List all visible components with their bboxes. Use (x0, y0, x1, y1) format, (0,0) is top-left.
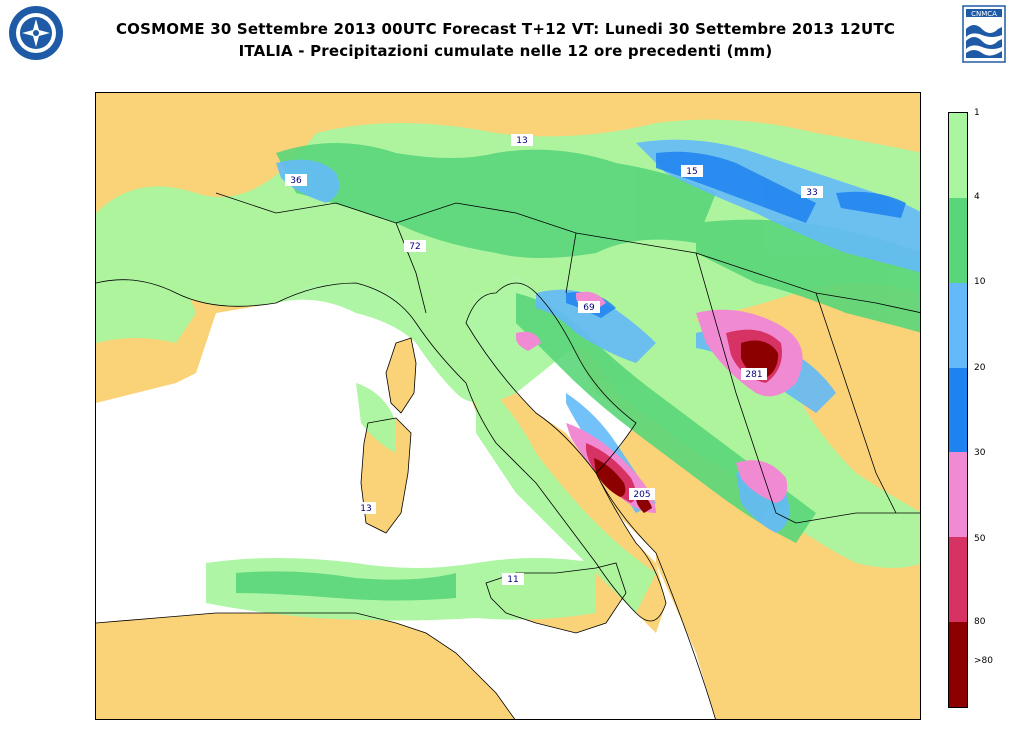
legend-swatch-50-80 (949, 537, 967, 622)
legend-swatch-20-30 (949, 368, 967, 452)
svg-text:72: 72 (409, 242, 420, 252)
svg-text:36: 36 (290, 176, 302, 186)
map-label-33: 33 (801, 186, 823, 198)
svg-text:13: 13 (516, 136, 527, 146)
precipitation-map: 13 36 15 33 72 69 (95, 92, 921, 720)
svg-text:13: 13 (360, 504, 371, 514)
legend-label-80: 80 (974, 617, 986, 627)
legend-label-4: 4 (974, 192, 980, 202)
svg-text:11: 11 (507, 575, 518, 585)
legend-label-10: 10 (974, 277, 986, 287)
map-canvas: 13 36 15 33 72 69 (96, 93, 920, 719)
map-label-72: 72 (404, 240, 426, 252)
map-label-15: 15 (681, 165, 703, 177)
legend-colorbar (949, 113, 967, 707)
cnmca-wave-logo-icon: CNMCA (962, 5, 1006, 63)
legend-swatch-30-50 (949, 452, 967, 537)
map-label-11: 11 (502, 573, 524, 585)
cnmca-logo: CNMCA (962, 5, 1006, 63)
svg-text:69: 69 (583, 303, 595, 313)
legend-swatch-1-4 (949, 113, 967, 198)
svg-text:33: 33 (806, 188, 817, 198)
legend-swatch-4-10 (949, 198, 967, 283)
precipitation-legend (948, 112, 968, 708)
map-label-13-sardinia: 13 (356, 502, 376, 514)
legend-label-50: 50 (974, 534, 986, 544)
chart-title: COSMOME 30 Settembre 2013 00UTC Forecast… (115, 20, 896, 38)
legend-label-over-80: >80 (974, 656, 993, 666)
chart-subtitle: ITALIA - Precipitazioni cumulate nelle 1… (238, 42, 773, 60)
svg-text:205: 205 (633, 490, 650, 500)
map-label-69: 69 (578, 301, 600, 313)
map-value-labels: 13 36 15 33 72 69 (285, 134, 823, 585)
svg-text:281: 281 (745, 370, 762, 380)
legend-label-30: 30 (974, 448, 986, 458)
legend-swatch-over-80 (949, 622, 967, 707)
aeronautica-militare-emblem-icon (9, 6, 63, 60)
map-label-281: 281 (741, 368, 767, 380)
legend-label-1: 1 (974, 108, 980, 118)
borders-layer (96, 192, 920, 719)
svg-text:15: 15 (686, 167, 697, 177)
legend-label-20: 20 (974, 363, 986, 373)
map-label-205: 205 (629, 488, 655, 500)
map-label-13-north: 13 (511, 134, 533, 146)
legend-swatch-10-20 (949, 283, 967, 368)
map-label-36: 36 (285, 174, 307, 186)
cnmca-logo-text: CNMCA (971, 10, 997, 18)
